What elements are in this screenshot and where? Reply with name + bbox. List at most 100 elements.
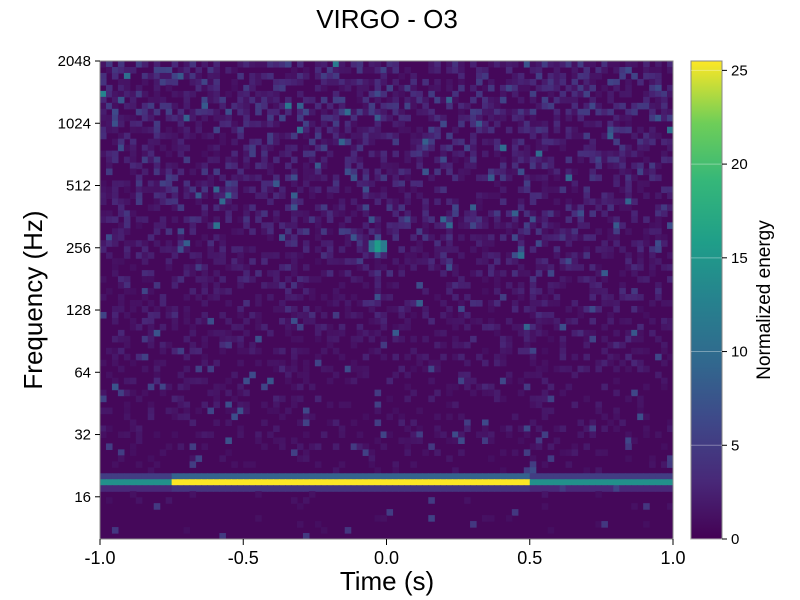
heatmap-cell: [476, 485, 483, 492]
heatmap-cell: [655, 96, 662, 104]
heatmap-cell: [476, 353, 483, 361]
heatmap-cell: [452, 61, 459, 68]
heatmap-cell: [541, 264, 549, 271]
heatmap-cell: [326, 335, 334, 343]
heatmap-cell: [643, 192, 650, 200]
heatmap-cell: [422, 353, 429, 361]
heatmap-cell: [529, 96, 537, 104]
heatmap-cell: [541, 311, 549, 319]
heatmap-cell: [350, 228, 358, 235]
heatmap-cell: [655, 335, 662, 343]
heatmap-cell: [434, 252, 441, 259]
heatmap-cell: [607, 78, 614, 86]
heatmap-cell: [529, 300, 537, 307]
heatmap-cell: [541, 156, 549, 164]
heatmap-cell: [326, 365, 334, 373]
heatmap-cell: [356, 132, 364, 140]
heatmap-cell: [661, 138, 668, 146]
heatmap-cell: [338, 294, 346, 301]
heatmap-cell: [279, 437, 286, 444]
heatmap-cell: [625, 186, 632, 194]
heatmap-cell: [380, 150, 388, 158]
heatmap-cell: [267, 198, 274, 205]
heatmap-cell: [261, 150, 268, 158]
heatmap-cell: [189, 168, 197, 176]
heatmap-cell: [320, 108, 328, 116]
heatmap-cell: [225, 162, 232, 170]
y-tick-label: 256: [66, 240, 91, 257]
heatmap-cell: [523, 305, 531, 313]
heatmap-cell: [404, 353, 411, 361]
heatmap-cell: [261, 419, 268, 427]
heatmap-cell: [332, 258, 340, 265]
heatmap-cell: [231, 228, 238, 235]
heatmap-cell: [374, 347, 382, 355]
heatmap-cell: [386, 222, 394, 229]
heatmap-cell: [374, 276, 382, 283]
heatmap-cell: [243, 264, 250, 271]
heatmap-cell: [213, 294, 220, 301]
heatmap-cell: [511, 84, 519, 92]
heatmap-cell: [105, 90, 113, 98]
heatmap-cell: [547, 479, 555, 486]
heatmap-cell: [105, 120, 113, 128]
heatmap-cell: [667, 156, 673, 164]
heatmap-cell: [458, 138, 465, 146]
heatmap-cell: [553, 96, 561, 104]
heatmap-cell: [565, 114, 573, 122]
heatmap-cell: [577, 108, 585, 116]
heatmap-cell: [458, 168, 465, 176]
heatmap-cell: [577, 216, 585, 223]
heatmap-cell: [667, 144, 673, 152]
heatmap-cell: [302, 162, 310, 170]
heatmap-cell: [368, 192, 376, 200]
heatmap-cell: [111, 186, 119, 194]
heatmap-cell: [237, 132, 244, 140]
heatmap-cell: [338, 329, 346, 337]
heatmap-cell: [661, 204, 668, 211]
heatmap-cell: [487, 168, 495, 176]
heatmap-cell: [589, 72, 597, 80]
heatmap-cell: [493, 353, 501, 361]
heatmap-cell: [129, 419, 137, 427]
heatmap-cell: [302, 72, 310, 80]
heatmap-cell: [308, 186, 316, 194]
y-tick-label: 512: [66, 178, 91, 195]
heatmap-cell: [207, 84, 215, 92]
heatmap-cell: [398, 437, 406, 444]
heatmap-cell: [207, 276, 215, 283]
heatmap-cell: [350, 174, 358, 182]
heatmap-cell: [613, 126, 620, 134]
heatmap-cell: [285, 72, 292, 80]
heatmap-cell: [111, 138, 119, 146]
heatmap-cell: [225, 66, 232, 74]
heatmap-cell: [207, 485, 215, 492]
heatmap-cell: [511, 509, 519, 516]
heatmap-cell: [482, 174, 489, 182]
heatmap-cell: [141, 114, 149, 122]
heatmap-cell: [434, 78, 441, 86]
heatmap-cell: [482, 138, 489, 146]
heatmap-cell: [511, 305, 519, 313]
heatmap-cell: [482, 515, 489, 522]
heatmap-cell: [392, 353, 400, 361]
heatmap-cell: [607, 485, 614, 492]
heatmap-cell: [613, 240, 620, 247]
heatmap-cell: [213, 359, 220, 367]
heatmap-cell: [117, 84, 125, 92]
heatmap-cell: [523, 126, 531, 134]
heatmap-cell: [529, 473, 537, 480]
heatmap-cell: [213, 186, 220, 194]
heatmap-cell: [625, 455, 632, 462]
heatmap-cell: [565, 317, 573, 325]
heatmap-cell: [105, 234, 113, 241]
heatmap-cell: [655, 240, 662, 247]
heatmap-cell: [201, 335, 209, 343]
heatmap-cell: [129, 210, 137, 217]
heatmap-cell: [356, 90, 364, 98]
heatmap-cell: [541, 162, 549, 170]
heatmap-cell: [362, 96, 370, 104]
heatmap-cell: [476, 66, 483, 74]
heatmap-cell: [147, 341, 155, 349]
heatmap-cell: [249, 120, 256, 128]
